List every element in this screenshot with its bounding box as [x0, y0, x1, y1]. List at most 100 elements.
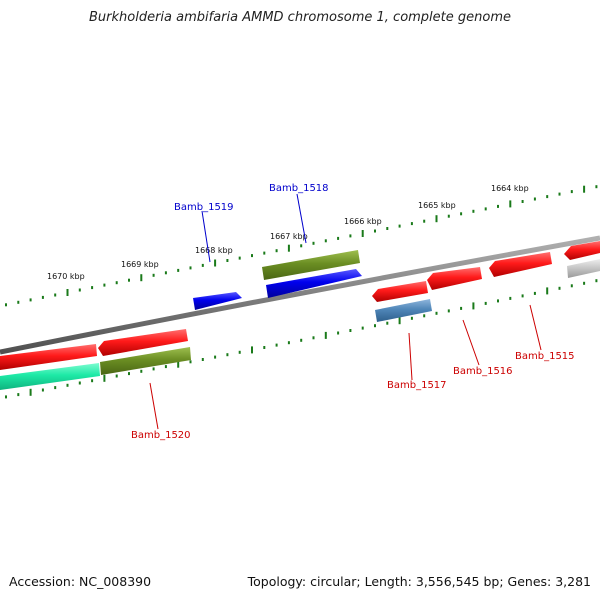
- minor-tick: [374, 229, 376, 233]
- major-tick: [509, 200, 512, 208]
- gene-red-partial-right[interactable]: [564, 241, 600, 260]
- minor-tick: [78, 288, 81, 292]
- gene-bamb-1520[interactable]: [98, 329, 188, 356]
- major-tick: [287, 244, 290, 252]
- minor-tick: [423, 314, 426, 318]
- major-tick: [66, 289, 69, 296]
- minor-tick: [251, 254, 253, 258]
- gene-bamb-1520-olive[interactable]: [100, 347, 191, 375]
- tick-label-1664: 1664 kbp: [491, 184, 529, 193]
- major-tick: [140, 274, 143, 282]
- major-tick: [361, 230, 364, 237]
- major-tick: [435, 215, 438, 223]
- minor-tick: [91, 286, 94, 290]
- minor-tick: [41, 388, 44, 392]
- minor-tick: [91, 379, 94, 383]
- minor-tick: [189, 360, 192, 364]
- major-tick: [472, 302, 475, 310]
- major-tick: [324, 331, 327, 339]
- genome-summary-text: Topology: circular; Length: 3,556,545 bp…: [247, 574, 591, 589]
- label-bamb-1520[interactable]: Bamb_1520: [131, 430, 191, 441]
- major-tick: [103, 374, 106, 382]
- minor-tick: [410, 222, 413, 226]
- leader-bamb-1516: [462, 319, 480, 366]
- gene-grey-partial-right[interactable]: [567, 259, 600, 278]
- minor-tick: [435, 311, 438, 315]
- minor-tick: [533, 197, 536, 201]
- map-title: Burkholderia ambifaria AMMD chromosome 1…: [88, 10, 512, 25]
- minor-tick: [128, 372, 130, 376]
- minor-tick: [337, 331, 340, 335]
- chromosome-backbone: [0, 235, 600, 355]
- tick-label-1669: 1669 kbp: [121, 260, 159, 269]
- minor-tick: [398, 224, 401, 228]
- minor-tick: [275, 249, 278, 253]
- minor-tick: [570, 284, 573, 288]
- minor-tick: [447, 214, 450, 218]
- minor-tick: [214, 355, 217, 359]
- leader-bamb-1519: [201, 210, 211, 263]
- minor-tick: [595, 185, 598, 189]
- major-tick: [214, 259, 217, 267]
- label-bamb-1519[interactable]: Bamb_1519: [174, 202, 234, 213]
- minor-tick: [497, 204, 499, 208]
- minor-tick: [349, 329, 352, 332]
- minor-tick: [386, 321, 389, 325]
- gene-bamb-1516[interactable]: [427, 267, 482, 290]
- major-tick: [546, 287, 549, 295]
- minor-tick: [17, 300, 20, 304]
- minor-tick: [497, 299, 499, 303]
- minor-tick: [238, 256, 241, 260]
- gene-bamb-1517-steel[interactable]: [375, 299, 432, 322]
- outer-tick-track: [5, 185, 598, 307]
- minor-tick: [533, 291, 536, 295]
- minor-tick: [41, 295, 44, 299]
- gene-bamb-1518-olive[interactable]: [262, 250, 360, 280]
- minor-tick: [583, 281, 586, 285]
- major-tick: [177, 360, 180, 368]
- minor-tick: [54, 386, 57, 390]
- minor-tick: [201, 263, 204, 267]
- label-bamb-1518[interactable]: Bamb_1518: [269, 183, 329, 194]
- minor-tick: [312, 336, 315, 340]
- minor-tick: [263, 346, 266, 349]
- minor-tick: [484, 301, 487, 305]
- minor-tick: [164, 271, 167, 275]
- minor-tick: [410, 316, 413, 320]
- label-bamb-1516[interactable]: Bamb_1516: [453, 366, 513, 377]
- inner-tick-track: [5, 279, 598, 399]
- leader-bamb-1518: [296, 193, 307, 244]
- minor-tick: [558, 286, 561, 290]
- leader-lines: [149, 193, 542, 430]
- gene-labels: Bamb_1518 Bamb_1519 Bamb_1515 Bamb_1516 …: [131, 183, 575, 441]
- minor-tick: [128, 278, 130, 282]
- gene-bamb-1515[interactable]: [489, 252, 552, 277]
- gene-teal-partial-left[interactable]: [0, 363, 100, 390]
- minor-tick: [472, 209, 475, 213]
- minor-tick: [337, 236, 340, 240]
- minor-tick: [66, 383, 69, 387]
- minor-tick: [312, 241, 315, 245]
- minor-tick: [263, 251, 266, 255]
- gene-bamb-1517[interactable]: [372, 281, 428, 302]
- minor-tick: [447, 309, 450, 313]
- minor-tick: [115, 374, 118, 378]
- minor-tick: [164, 365, 167, 369]
- minor-tick: [54, 293, 57, 297]
- gene-red-partial-left[interactable]: [0, 344, 97, 370]
- tick-label-1667: 1667 kbp: [270, 232, 308, 241]
- minor-tick: [275, 343, 278, 347]
- major-tick: [251, 346, 253, 354]
- label-bamb-1517[interactable]: Bamb_1517: [387, 380, 447, 391]
- minor-tick: [300, 244, 303, 248]
- leader-bamb-1515: [529, 304, 542, 351]
- gene-bamb-1518[interactable]: [266, 269, 362, 298]
- label-bamb-1515[interactable]: Bamb_1515: [515, 351, 575, 362]
- gene-bamb-1519[interactable]: [193, 292, 242, 310]
- minor-tick: [78, 381, 81, 385]
- minor-tick: [361, 326, 364, 330]
- minor-tick: [386, 227, 389, 230]
- minor-tick: [558, 192, 561, 196]
- tick-label-1665: 1665 kbp: [418, 201, 456, 210]
- tick-label-1666: 1666 kbp: [344, 217, 382, 226]
